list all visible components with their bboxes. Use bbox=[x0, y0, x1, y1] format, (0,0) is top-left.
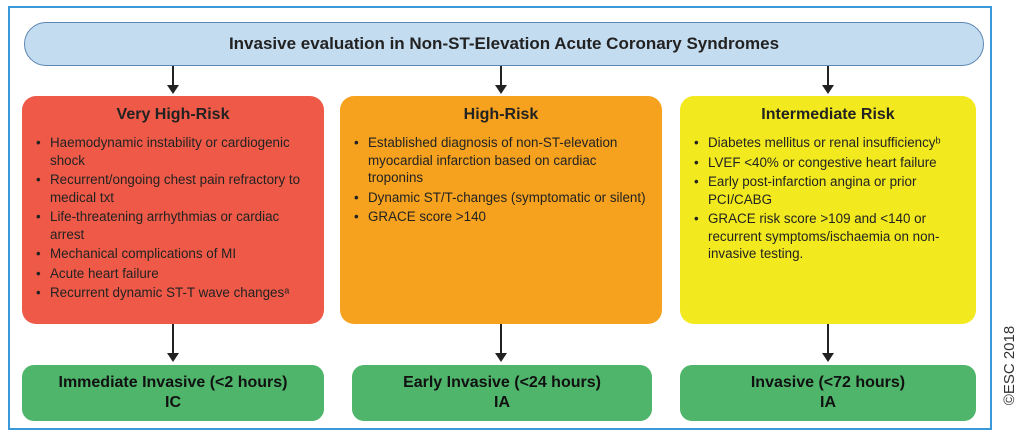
list-item: Mechanical complications of MI bbox=[36, 245, 310, 263]
list-item: Recurrent dynamic ST-T wave changesᵃ bbox=[36, 284, 310, 302]
high-risk-box: High-Risk Established diagnosis of non-S… bbox=[340, 96, 662, 324]
arrow-title-to-very-high bbox=[167, 66, 179, 94]
very-high-risk-heading: Very High-Risk bbox=[116, 106, 230, 123]
list-item: GRACE risk score >109 and <140 or recurr… bbox=[694, 210, 962, 263]
list-item: Recurrent/ongoing chest pain refractory … bbox=[36, 171, 310, 206]
arrow-title-to-high bbox=[495, 66, 507, 94]
outcome-immediate-invasive: Immediate Invasive (<2 hours) IC bbox=[22, 365, 324, 421]
arrow-high-to-outcome bbox=[495, 324, 507, 362]
copyright-text: ©ESC 2018 bbox=[1001, 325, 1019, 405]
list-item: GRACE score >140 bbox=[354, 208, 648, 226]
list-item: Dynamic ST/T-changes (symptomatic or sil… bbox=[354, 189, 648, 207]
outcome-class: IA bbox=[494, 394, 510, 411]
intermediate-risk-box: Intermediate Risk Diabetes mellitus or r… bbox=[680, 96, 976, 324]
list-item: Acute heart failure bbox=[36, 265, 310, 283]
list-item: Established diagnosis of non-ST-elevatio… bbox=[354, 134, 648, 187]
intermediate-risk-heading: Intermediate Risk bbox=[761, 106, 895, 123]
list-item: Life-threatening arrhythmias or cardiac … bbox=[36, 208, 310, 243]
high-risk-heading: High-Risk bbox=[463, 106, 539, 123]
outcome-class: IC bbox=[165, 394, 181, 411]
outcome-timing: Early Invasive (<24 hours) bbox=[403, 374, 601, 391]
diagram-title: Invasive evaluation in Non-ST-Elevation … bbox=[24, 22, 984, 66]
outcome-class: IA bbox=[820, 394, 836, 411]
intermediate-risk-list: Diabetes mellitus or renal insufficiency… bbox=[694, 134, 962, 263]
list-item: Early post-infarction angina or prior PC… bbox=[694, 173, 962, 208]
diagram-title-text: Invasive evaluation in Non-ST-Elevation … bbox=[228, 34, 780, 53]
outcome-early-invasive: Early Invasive (<24 hours) IA bbox=[352, 365, 652, 421]
arrow-intermediate-to-outcome bbox=[822, 324, 834, 362]
list-item: Diabetes mellitus or renal insufficiency… bbox=[694, 134, 962, 152]
list-item: LVEF <40% or congestive heart failure bbox=[694, 154, 962, 172]
outcome-invasive: Invasive (<72 hours) IA bbox=[680, 365, 976, 421]
list-item: Haemodynamic instability or cardiogenic … bbox=[36, 134, 310, 169]
outcome-timing: Immediate Invasive (<2 hours) bbox=[58, 374, 288, 391]
outcome-timing: Invasive (<72 hours) bbox=[750, 374, 906, 391]
very-high-risk-box: Very High-Risk Haemodynamic instability … bbox=[22, 96, 324, 324]
arrow-very-high-to-outcome bbox=[167, 324, 179, 362]
copyright-notice: ©ESC 2018 bbox=[1000, 305, 1020, 425]
very-high-risk-list: Haemodynamic instability or cardiogenic … bbox=[36, 134, 310, 302]
arrow-title-to-intermediate bbox=[822, 66, 834, 94]
high-risk-list: Established diagnosis of non-ST-elevatio… bbox=[354, 134, 648, 226]
